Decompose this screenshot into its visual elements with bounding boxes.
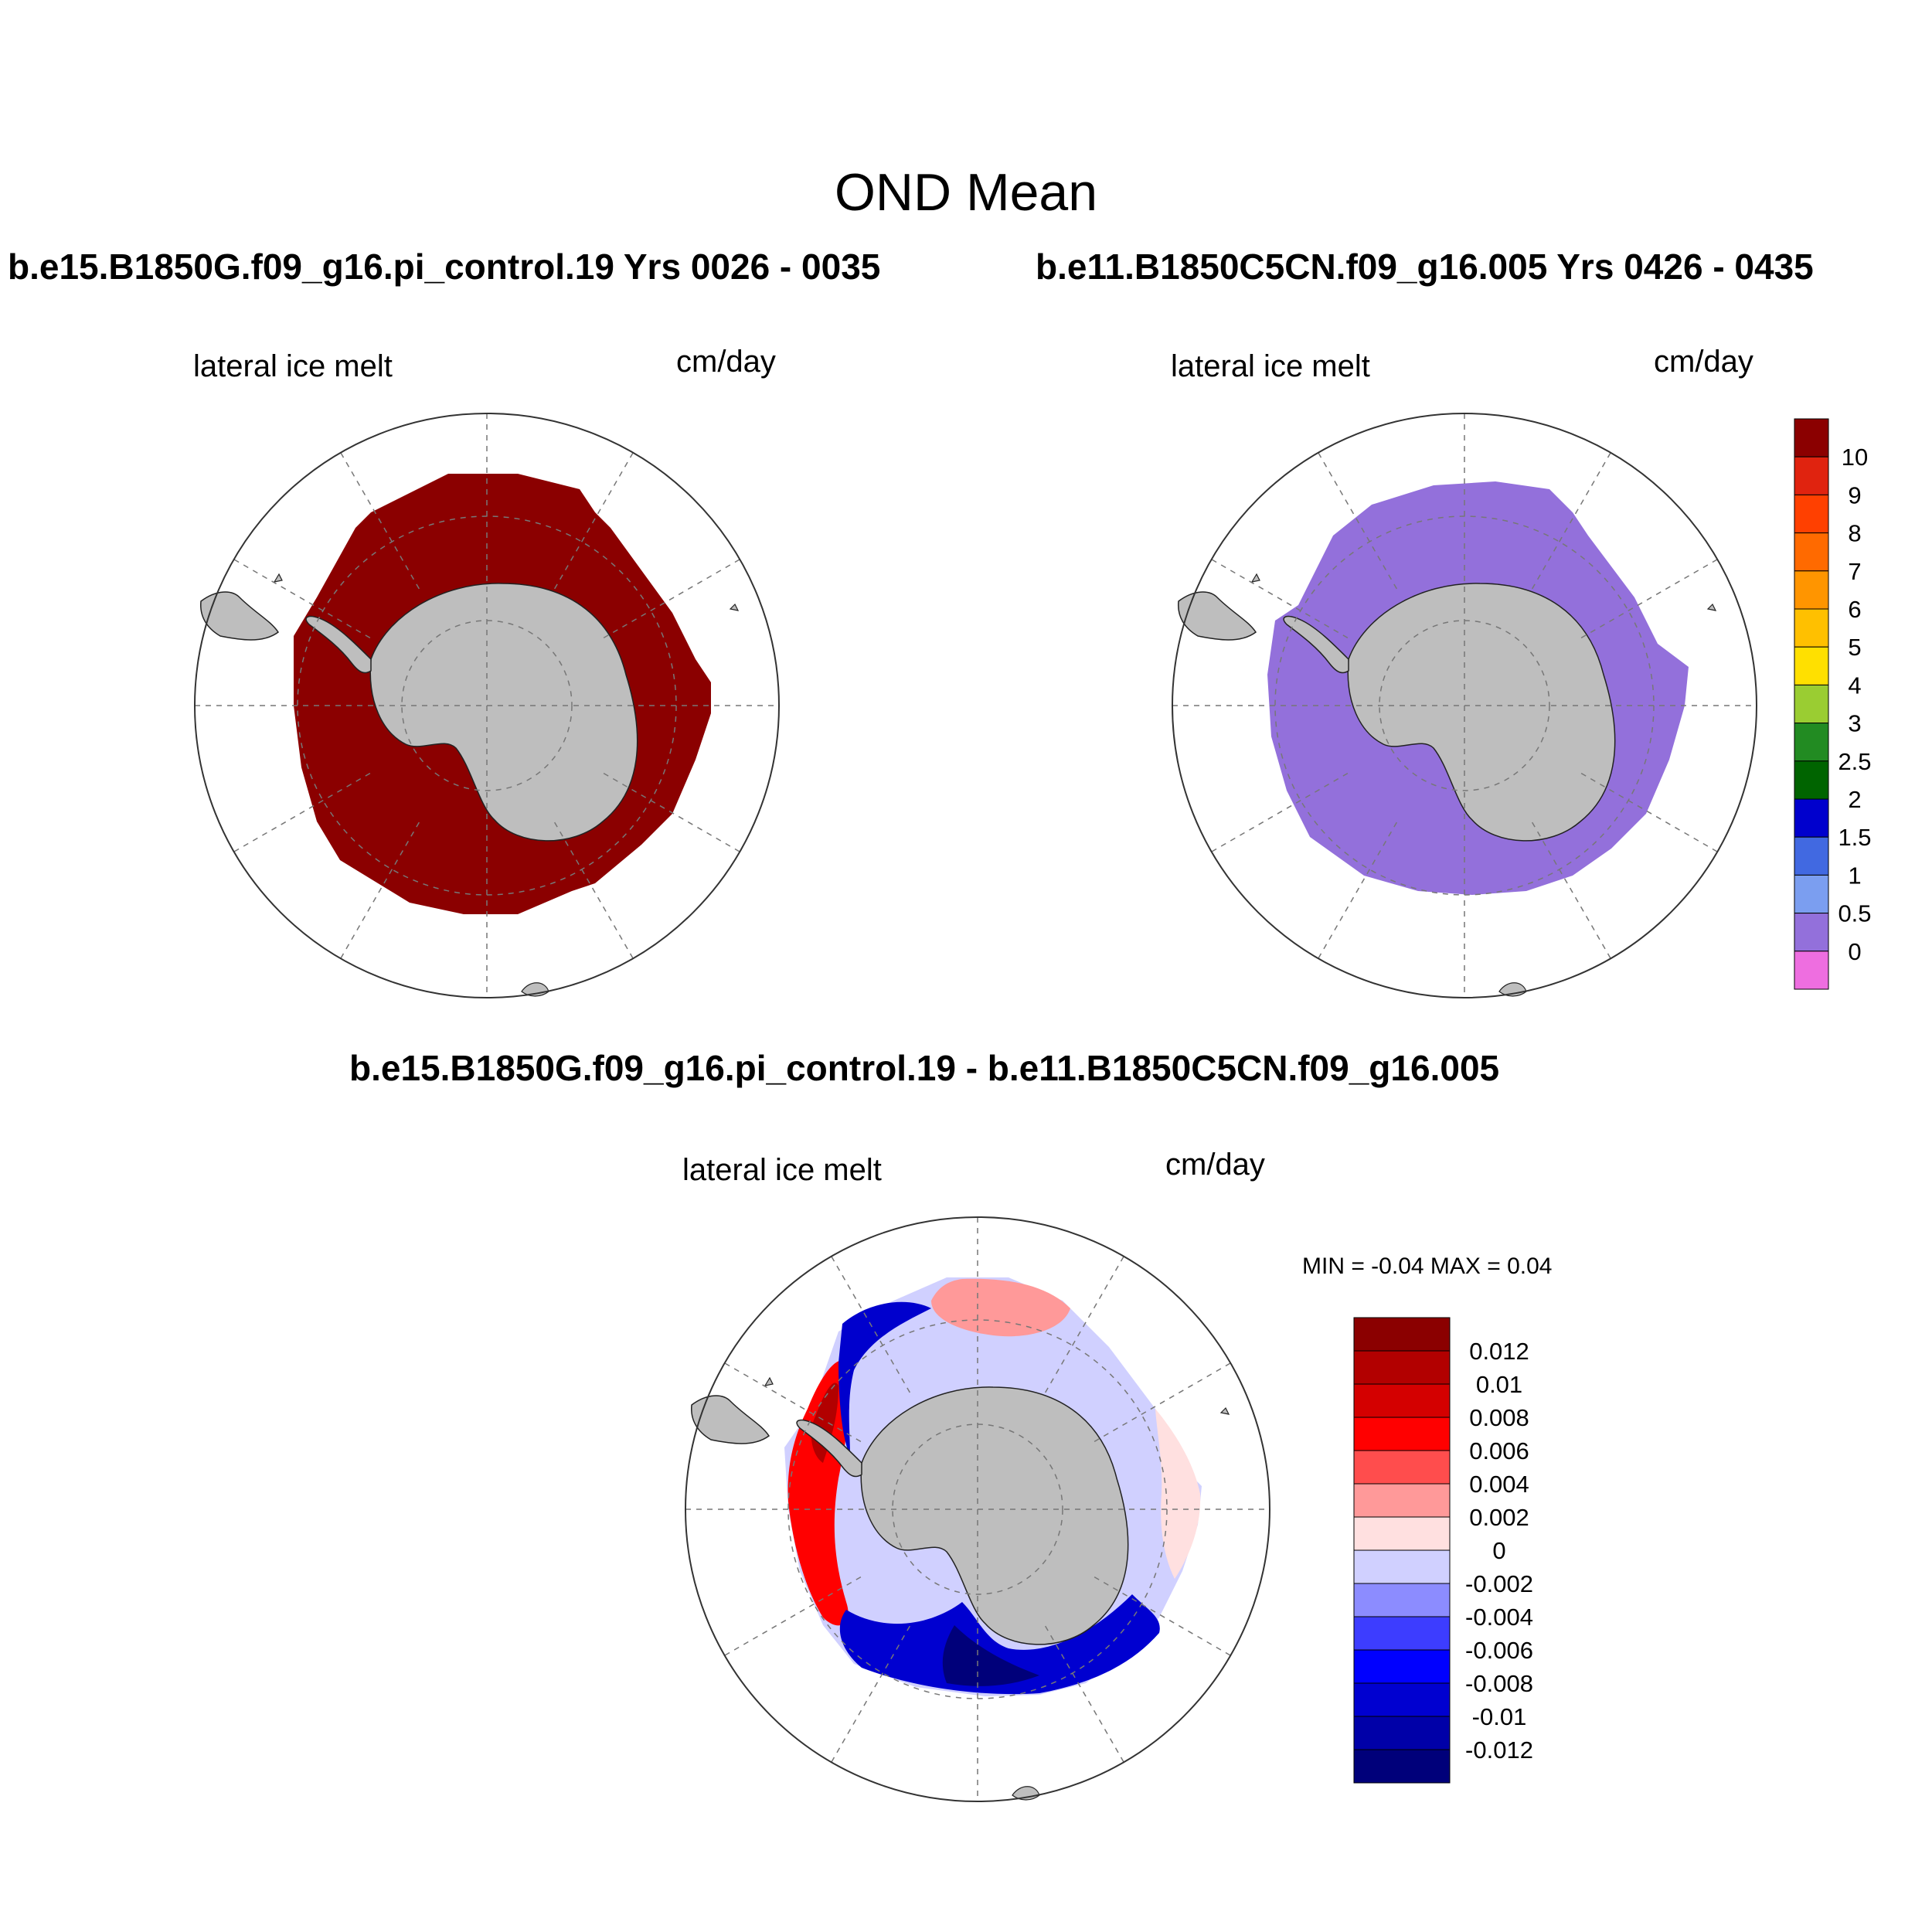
panel-1-ice-field xyxy=(294,474,711,914)
colorbar-diff-tick-label: -0.008 xyxy=(1465,1670,1533,1697)
panel-3-diff-field-base xyxy=(784,1277,1202,1696)
colorbar-diff-tick-label: 0 xyxy=(1492,1537,1505,1564)
colorbar-top-swatch-6 xyxy=(1794,646,1829,685)
colorbar-top-swatch-5 xyxy=(1794,608,1829,648)
colorbar-diff-tick-label: -0.01 xyxy=(1472,1703,1527,1730)
colorbar-diff-swatch-3 xyxy=(1353,1417,1451,1451)
colorbar-diff-tick-label: 0.006 xyxy=(1469,1437,1529,1464)
colorbar-diff-swatch-12 xyxy=(1353,1716,1451,1750)
colorbar-diff-tick-label: 0.004 xyxy=(1469,1471,1529,1498)
colorbar-diff-swatch-2 xyxy=(1353,1383,1451,1418)
figure-title: OND Mean xyxy=(834,163,1098,222)
colorbar-top-tick-label: 0 xyxy=(1848,938,1861,965)
colorbar-top-swatch-7 xyxy=(1794,684,1829,724)
colorbar-top-swatch-1 xyxy=(1794,456,1829,495)
panel-3-strong-negative-south xyxy=(942,1625,1039,1686)
colorbar-top-swatch-10 xyxy=(1794,798,1829,838)
colorbar-diff-swatch-9 xyxy=(1353,1616,1451,1651)
panel-3-positive-anomaly-east xyxy=(1155,1409,1201,1579)
colorbar-top-tick-label: 2.5 xyxy=(1838,748,1871,775)
colorbar-diff: 0.012 0.01 0.008 0.006 0.004 0.002 0 -0.002 -0.0… xyxy=(1353,1317,1533,1784)
colorbar-diff-swatch-6 xyxy=(1353,1516,1451,1551)
colorbar-diff-swatch-11 xyxy=(1353,1682,1451,1717)
panel-1-map xyxy=(194,413,780,998)
colorbar-top-swatch-3 xyxy=(1794,532,1829,572)
colorbar-diff-tick-label: 0.01 xyxy=(1476,1371,1522,1398)
colorbar-top-swatch-11 xyxy=(1794,836,1829,876)
panel-3-negative-band-northwest xyxy=(838,1301,931,1455)
panel-2-left-label: lateral ice melt xyxy=(1171,349,1370,383)
panel-1-left-label: lateral ice melt xyxy=(193,349,393,383)
colorbar-diff-tick-label: 0.002 xyxy=(1469,1504,1529,1531)
panel-2-ice-field xyxy=(1267,481,1689,895)
colorbar-diff-swatch-0 xyxy=(1353,1317,1451,1352)
colorbar-top-tick-label: 10 xyxy=(1842,444,1868,471)
colorbar-diff-swatch-1 xyxy=(1353,1350,1451,1385)
colorbar-diff-tick-label: -0.004 xyxy=(1465,1604,1533,1631)
colorbar-top-swatch-12 xyxy=(1794,874,1829,914)
colorbar-diff-swatch-8 xyxy=(1353,1583,1451,1617)
colorbar-top-swatch-0 xyxy=(1794,418,1829,457)
panel-2-map xyxy=(1172,413,1757,998)
colorbar-diff-tick-label: -0.002 xyxy=(1465,1570,1533,1597)
panel-3-case-title: b.e15.B1850G.f09_g16.pi_control.19 - b.e… xyxy=(349,1048,1500,1088)
colorbar-top-swatch-2 xyxy=(1794,494,1829,534)
colorbar-top-tick-label: 3 xyxy=(1848,710,1861,737)
colorbar-top-tick-label: 0.5 xyxy=(1838,900,1871,927)
colorbar-top-tick-label: 7 xyxy=(1848,558,1861,585)
panel-3-units: cm/day xyxy=(1165,1148,1265,1182)
colorbar-diff-tick-label: -0.012 xyxy=(1465,1736,1533,1764)
colorbar-diff-tick-label: 0.008 xyxy=(1469,1404,1529,1431)
colorbar-top-tick-label: 1 xyxy=(1848,862,1861,889)
colorbar-top-swatch-4 xyxy=(1794,570,1829,610)
colorbar-top-tick-label: 4 xyxy=(1848,672,1861,699)
colorbar-diff-swatch-5 xyxy=(1353,1483,1451,1518)
colorbar-diff-swatch-10 xyxy=(1353,1649,1451,1684)
colorbar-diff-tick-label: -0.006 xyxy=(1465,1637,1533,1664)
colorbar-top-tick-label: 9 xyxy=(1848,481,1861,509)
colorbar-top-swatch-14 xyxy=(1794,951,1829,990)
colorbar-top: 10 9 8 7 6 5 4 3 2.5 2 1.5 1 0.5 0 xyxy=(1794,418,1872,990)
colorbar-top-swatch-8 xyxy=(1794,723,1829,762)
panel-3-left-label: lateral ice melt xyxy=(682,1153,882,1187)
panel-1-units: cm/day xyxy=(676,345,776,379)
colorbar-top-swatch-13 xyxy=(1794,913,1829,952)
colorbar-top-swatch-9 xyxy=(1794,760,1829,800)
panel-2-case-title: b.e11.B1850C5CN.f09_g16.005 Yrs 0426 - 0… xyxy=(1036,247,1814,287)
colorbar-top-tick-label: 1.5 xyxy=(1838,824,1871,851)
colorbar-diff-swatch-4 xyxy=(1353,1450,1451,1485)
panel-3-positive-anomaly-north xyxy=(931,1278,1070,1337)
colorbar-top-tick-label: 2 xyxy=(1848,786,1861,813)
colorbar-top-tick-label: 5 xyxy=(1848,634,1861,661)
colorbar-diff-tick-label: 0.012 xyxy=(1469,1338,1529,1365)
colorbar-diff-swatch-7 xyxy=(1353,1549,1451,1584)
panel-3-minmax: MIN = -0.04 MAX = 0.04 xyxy=(1302,1253,1553,1279)
colorbar-top-tick-label: 8 xyxy=(1848,520,1861,547)
panel-2-units: cm/day xyxy=(1654,345,1753,379)
panel-3-map xyxy=(685,1216,1270,1802)
panel-1-case-title: b.e15.B1850G.f09_g16.pi_control.19 Yrs 0… xyxy=(8,247,881,287)
colorbar-diff-swatch-13 xyxy=(1353,1749,1451,1784)
panel-3-negative-anomaly-south xyxy=(839,1594,1160,1695)
colorbar-top-tick-label: 6 xyxy=(1848,596,1861,623)
